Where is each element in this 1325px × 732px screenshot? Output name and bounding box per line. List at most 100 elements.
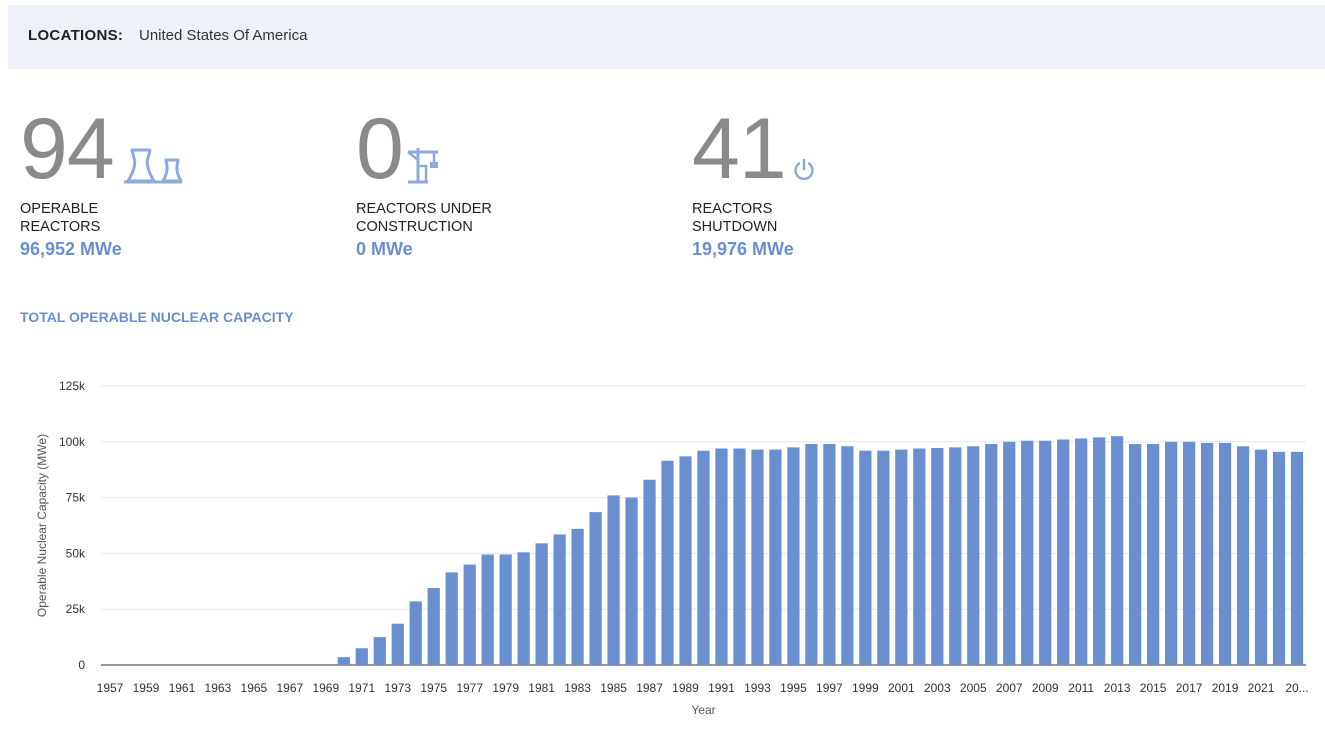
x-tick-label: 1995 — [780, 681, 807, 695]
bar-2021 — [1254, 449, 1268, 665]
bar-1973 — [391, 623, 404, 665]
y-tick-label: 75k — [66, 491, 86, 505]
bar-1972 — [373, 637, 386, 665]
x-tick-label: 2001 — [888, 681, 915, 695]
bar-1989 — [679, 456, 692, 665]
reactors-shutdown-mwe: 19,976 MWe — [692, 239, 794, 259]
bar-1986 — [625, 497, 638, 665]
reactors-shutdown-count: 41 — [692, 101, 787, 197]
under-construction-label: REACTORS UNDER CONSTRUCTION — [356, 200, 556, 236]
bar-1984 — [589, 512, 602, 665]
operable-reactors-count: 94 — [20, 101, 115, 197]
stat-under-construction: 0 REACTORS UNDER CONSTRUCTION 0 MWe — [356, 104, 492, 259]
x-tick-label: 2019 — [1212, 681, 1239, 695]
bar-2022 — [1272, 451, 1286, 665]
y-tick-label: 25k — [66, 602, 86, 616]
bar-2008 — [1021, 440, 1034, 665]
x-tick-label: 1991 — [708, 681, 735, 695]
bar-1998 — [841, 446, 854, 665]
locations-value[interactable]: United States Of America — [139, 27, 308, 44]
bar-2014 — [1129, 444, 1142, 665]
bar-1993 — [751, 449, 764, 665]
x-tick-label: 1985 — [600, 681, 627, 695]
power-icon — [792, 158, 816, 187]
bar-2018 — [1200, 442, 1214, 665]
bar-1975 — [427, 588, 440, 665]
x-tick-label: 1993 — [744, 681, 771, 695]
bar-2016 — [1165, 441, 1178, 665]
x-tick-label: 1973 — [384, 681, 411, 695]
x-tick-label: 1999 — [852, 681, 879, 695]
x-tick-label: 1975 — [420, 681, 447, 695]
x-tick-label: 1987 — [636, 681, 663, 695]
x-tick-label: 2011 — [1068, 681, 1094, 695]
bar-2007 — [1003, 441, 1016, 665]
x-tick-label: 1963 — [205, 681, 232, 695]
bar-1980 — [517, 552, 530, 665]
bar-2005 — [967, 446, 980, 665]
bar-1970 — [337, 657, 350, 665]
locations-bar: LOCATIONS: United States Of America — [8, 5, 1325, 69]
x-tick-label: 1969 — [312, 681, 339, 695]
bar-1994 — [769, 449, 782, 665]
bar-1971 — [355, 648, 368, 665]
x-tick-label: 1977 — [456, 681, 483, 695]
bar-1976 — [445, 572, 458, 665]
x-tick-label: 1967 — [276, 681, 303, 695]
x-tick-label: 2013 — [1104, 681, 1131, 695]
bar-1982 — [553, 534, 566, 665]
x-tick-label: 2017 — [1176, 681, 1203, 695]
bar-1999 — [859, 450, 872, 665]
x-tick-label: 2007 — [996, 681, 1023, 695]
bar-1985 — [607, 495, 620, 665]
chart-title: TOTAL OPERABLE NUCLEAR CAPACITY — [20, 309, 294, 325]
locations-label: LOCATIONS: — [28, 27, 124, 44]
x-tick-label: 1961 — [169, 681, 196, 695]
bar-1981 — [535, 543, 548, 665]
x-tick-label: 2015 — [1140, 681, 1167, 695]
operable-reactors-label-line2: REACTORS — [20, 219, 101, 235]
x-tick-label: 1957 — [97, 681, 124, 695]
x-tick-label: 1959 — [133, 681, 160, 695]
x-tick-label: 20... — [1285, 681, 1308, 695]
x-tick-label: 2003 — [924, 681, 951, 695]
cooling-towers-icon — [120, 148, 186, 189]
y-tick-label: 125k — [59, 379, 86, 393]
stat-operable-reactors: 94 OPERABLE REACTORS 96,952 MWe — [20, 101, 183, 259]
operable-reactors-mwe: 96,952 MWe — [20, 239, 122, 259]
x-tick-label: 1971 — [348, 681, 375, 695]
bar-1990 — [697, 450, 710, 665]
bar-1992 — [733, 448, 746, 665]
bar-2012 — [1093, 437, 1106, 665]
bar-1987 — [643, 479, 656, 665]
bar-2003 — [931, 448, 944, 665]
bar-2019 — [1218, 442, 1232, 665]
bar-2020 — [1236, 446, 1250, 665]
bar-2009 — [1039, 440, 1052, 665]
bar-2011 — [1075, 438, 1088, 665]
bar-1979 — [499, 554, 512, 665]
bar-2015 — [1147, 444, 1160, 665]
y-axis-label: Operable Nuclear Capacity (MWe) — [35, 434, 49, 617]
x-tick-label: 1965 — [241, 681, 268, 695]
bar-2004 — [949, 447, 962, 665]
capacity-bar-chart: 0 25k 50k 75k 100k 125k 1957 1959 1961 1963 1965 19… — [35, 379, 1309, 717]
bar-1997 — [823, 444, 836, 665]
reactors-shutdown-label-line2: SHUTDOWN — [692, 219, 778, 235]
bar-1974 — [409, 601, 422, 665]
x-tick-label: 1989 — [672, 681, 699, 695]
y-tick-label: 50k — [66, 546, 86, 560]
crane-icon — [406, 146, 440, 189]
x-tick-label: 1997 — [816, 681, 843, 695]
x-axis-label: Year — [691, 703, 715, 717]
stat-reactors-shutdown: 41 REACTORS SHUTDOWN 19,976 MWe — [692, 101, 814, 259]
under-construction-label-line2: CONSTRUCTION — [356, 219, 473, 235]
under-construction-mwe: 0 MWe — [356, 239, 413, 259]
bar-2010 — [1057, 439, 1070, 665]
bar-1995 — [787, 447, 800, 665]
bar-2001 — [895, 449, 908, 665]
x-tick-label: 1983 — [564, 681, 591, 695]
reactors-shutdown-label: REACTORS SHUTDOWN — [692, 200, 892, 236]
bar-1983 — [571, 528, 584, 665]
x-tick-label: 1981 — [528, 681, 555, 695]
